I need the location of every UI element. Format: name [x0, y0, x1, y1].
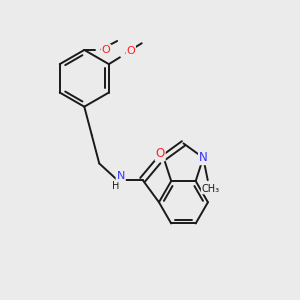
Text: N: N — [116, 171, 125, 181]
Text: O: O — [102, 45, 110, 55]
Text: CH₃: CH₃ — [202, 184, 220, 194]
Text: N: N — [199, 151, 208, 164]
Text: O: O — [155, 147, 165, 161]
Text: O: O — [126, 46, 135, 56]
Text: H: H — [112, 182, 119, 191]
